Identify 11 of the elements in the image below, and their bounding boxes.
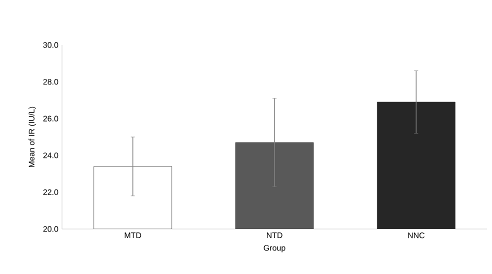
x-tick-label: NTD [266, 232, 282, 238]
y-tick-label: 28.0 [43, 78, 58, 85]
x-axis-title: Group [264, 245, 286, 252]
y-tick-label: 26.0 [43, 116, 58, 122]
y-axis-title: Mean of IR (IU/L) [28, 106, 36, 168]
x-tick-label: NNC [408, 232, 425, 238]
x-tick-label: MTD [124, 232, 142, 238]
y-tick-label: 30.0 [43, 42, 58, 48]
y-tick-label: 20.0 [43, 226, 58, 232]
y-tick-label: 24.0 [43, 152, 58, 158]
y-tick-label: 22.0 [43, 189, 58, 196]
